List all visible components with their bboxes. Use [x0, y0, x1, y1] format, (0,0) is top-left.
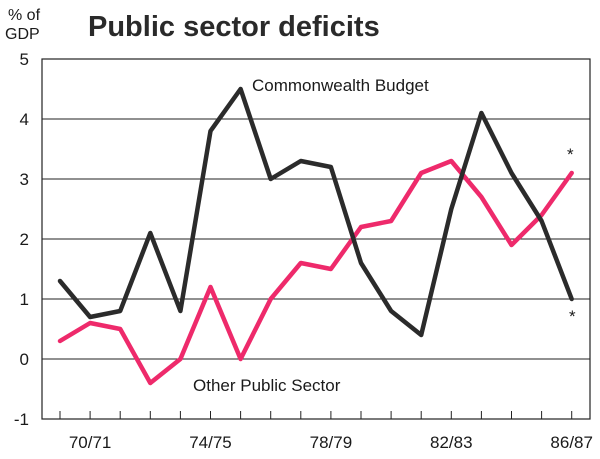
point-commonwealth-budget-80/81 [390, 310, 393, 312]
point-commonwealth-budget-71/72 [119, 310, 122, 312]
point-other-public-sector-82/83 [450, 160, 453, 162]
point-other-public-sector-74/75 [209, 286, 212, 288]
plot-frame [41, 58, 591, 420]
point-other-public-sector-70/71 [89, 322, 92, 324]
x-tick-label-78/79: 78/79 [310, 433, 353, 452]
point-other-public-sector-73/74 [179, 358, 182, 360]
point-commonwealth-budget-76/77 [269, 178, 272, 180]
series-group [57, 86, 574, 386]
point-other-public-sector-78/79 [329, 268, 332, 270]
label-other-public-sector: Other Public Sector [193, 376, 341, 395]
label-commonwealth-budget: Commonwealth Budget [252, 76, 429, 95]
point-commonwealth-budget-72/73 [149, 232, 152, 234]
gridlines [42, 118, 590, 360]
y-tick-label-1: 1 [20, 290, 29, 309]
point-commonwealth-budget-70/71 [89, 316, 92, 318]
series-commonwealth-budget [57, 86, 574, 338]
point-commonwealth-budget-83/84 [480, 112, 483, 114]
y-tick-label--1: -1 [14, 410, 29, 429]
point-other-public-sector-84/85 [510, 244, 513, 246]
y-tick-label-5: 5 [20, 50, 29, 69]
series-other-public-sector [57, 158, 574, 386]
point-commonwealth-budget-69/70 [59, 280, 61, 282]
point-other-public-sector-76/77 [269, 298, 272, 300]
point-commonwealth-budget-82/83 [450, 208, 453, 210]
series-line-other-public-sector [57, 158, 574, 386]
point-commonwealth-budget-77/78 [299, 160, 302, 162]
point-commonwealth-budget-73/74 [179, 310, 182, 312]
point-other-public-sector-80/81 [390, 220, 393, 222]
point-other-public-sector-77/78 [299, 262, 302, 264]
x-tick-label-86/87: 86/87 [550, 433, 593, 452]
point-other-public-sector-75/76 [239, 358, 242, 360]
point-commonwealth-budget-81/82 [420, 334, 423, 336]
point-commonwealth-budget-75/76 [239, 88, 242, 90]
y-tick-label-3: 3 [20, 170, 29, 189]
note-asterisk-commonwealth-budget: * [569, 307, 576, 326]
chart-title: Public sector deficits [88, 11, 380, 43]
y-axis-unit-line-1: % of [8, 7, 41, 24]
series-line-commonwealth-budget [57, 86, 574, 338]
point-other-public-sector-81/82 [420, 172, 423, 174]
note-asterisk-other-public-sector: * [567, 145, 574, 164]
y-tick-label-4: 4 [20, 110, 29, 129]
y-tick-label-0: 0 [20, 350, 29, 369]
point-other-public-sector-71/72 [119, 328, 122, 330]
point-other-public-sector-83/84 [480, 196, 483, 198]
point-other-public-sector-85/86 [540, 214, 543, 216]
point-commonwealth-budget-84/85 [510, 172, 513, 174]
x-tick-label-82/83: 82/83 [430, 433, 473, 452]
point-commonwealth-budget-85/86 [540, 220, 543, 222]
y-tick-label-2: 2 [20, 230, 29, 249]
point-other-public-sector-69/70 [59, 340, 61, 342]
point-other-public-sector-79/80 [360, 226, 362, 228]
y-axis-unit-line-2: GDP [5, 26, 40, 43]
point-commonwealth-budget-78/79 [329, 166, 332, 168]
point-commonwealth-budget-74/75 [209, 130, 212, 132]
x-tick-label-70/71: 70/71 [69, 433, 112, 452]
point-other-public-sector-86/87 [570, 172, 573, 174]
point-commonwealth-budget-79/80 [360, 262, 362, 264]
y-axis: -1 0 1 2 3 4 5 [14, 50, 29, 429]
x-tick-label-74/75: 74/75 [189, 433, 232, 452]
x-axis: 70/71 74/75 78/79 82/83 86/87 [59, 411, 593, 452]
point-commonwealth-budget-86/87 [570, 298, 573, 300]
point-other-public-sector-72/73 [149, 382, 152, 384]
